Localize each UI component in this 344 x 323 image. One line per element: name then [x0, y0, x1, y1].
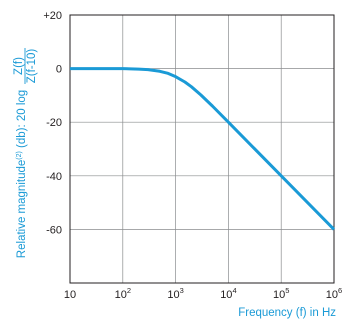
x-tick-label: 10	[64, 289, 76, 301]
x-tick-labels: 10 102 103 104 105 106	[64, 286, 342, 301]
y-tick-label: -40	[46, 171, 62, 183]
fraction-denominator: Z(f-10)	[26, 49, 38, 84]
x-tick-label: 104	[220, 286, 236, 301]
y-axis-label-prefix: Relative magnitude	[16, 160, 28, 258]
x-tick-label: 102	[115, 286, 131, 301]
y-tick-label: 0	[56, 64, 62, 76]
plot-frame	[69, 14, 335, 284]
series-line	[70, 67, 336, 231]
y-axis-label-superscript: (2)	[16, 151, 23, 160]
grid	[69, 14, 335, 284]
y-axis-label-middle: (db): 20 log	[16, 90, 28, 151]
y-axis-label: Relative magnitude(2) (db): 20 log	[16, 90, 28, 258]
x-tick-label: 106	[326, 286, 342, 301]
fraction-numerator: Z(f)	[13, 57, 25, 75]
svg-text:Relative magnitude(2) (db): 20: Relative magnitude(2) (db): 20 log	[16, 90, 28, 258]
y-tick-label: -60	[46, 224, 62, 236]
y-tick-label: -20	[46, 117, 62, 129]
data-series	[70, 67, 336, 231]
y-tick-label: +20	[43, 10, 62, 22]
x-axis-label: Frequency (f) in Hz	[238, 307, 336, 319]
y-axis-label-fraction: Z(f) Z(f-10)	[13, 48, 38, 84]
x-tick-label: 105	[273, 286, 289, 301]
x-tick-label: 103	[167, 286, 183, 301]
y-tick-labels: +20 0 -20 -40 -60	[43, 10, 62, 236]
